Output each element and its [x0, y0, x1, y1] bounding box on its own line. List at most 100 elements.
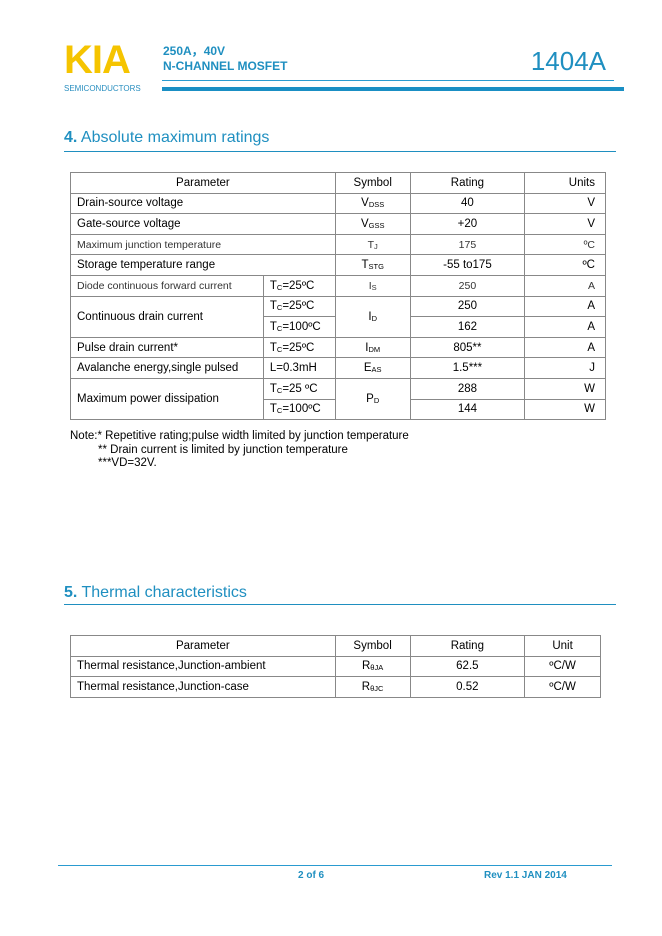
rating-cell: 288	[409, 377, 526, 400]
section5-heading: 5. Thermal characteristics	[64, 584, 247, 601]
header-cell: Rating	[409, 635, 526, 657]
abs-max-table: Parameter Symbol Rating Units Drain-source v…	[70, 172, 606, 421]
rating-cell: 144	[409, 398, 526, 421]
param-cell: Thermal resistance,Junction-ambient	[70, 655, 336, 678]
header-rating: Rating	[409, 172, 526, 194]
symbol-cell: TSTG	[334, 254, 411, 276]
unit-cell: A	[524, 316, 606, 338]
note-2: ** Drain current is limited by junction …	[98, 443, 348, 456]
condition-cell: TC=100ºC	[262, 316, 336, 338]
param-cell: Gate-source voltage	[70, 213, 336, 235]
table-row: Thermal resistance,Junction-case RθJC 0.52…	[70, 676, 601, 698]
section4-divider	[64, 151, 616, 152]
symbol-cell: RθJA	[334, 655, 411, 678]
rating-cell: 162	[409, 316, 526, 338]
condition-cell: L=0.3mH	[262, 357, 336, 379]
condition-cell: TC=25ºC	[262, 336, 336, 359]
unit-cell: A	[524, 295, 606, 318]
footer-divider	[58, 865, 612, 866]
param-cell: Storage temperature range	[70, 254, 336, 276]
unit-cell: V	[524, 192, 606, 215]
rating-cell: 250	[409, 274, 526, 297]
table-row: Maximum power dissipation TC=25 ºC PD 288 W	[70, 377, 606, 421]
table-row: Gate-source voltage VGSS +20 V	[70, 213, 606, 235]
section4-heading: 4. Absolute maximum ratings	[64, 129, 270, 146]
header-cell: Unit	[524, 635, 601, 657]
unit-cell: W	[524, 398, 606, 421]
rating-cell: 0.52	[409, 676, 526, 698]
condition-cell: TC=100ºC	[262, 398, 336, 421]
rating-cell: 250	[409, 295, 526, 318]
unit-cell: J	[524, 357, 606, 379]
header-divider-thin	[162, 80, 614, 81]
symbol-cell: RθJC	[334, 676, 411, 698]
condition-cell: TC=25ºC	[262, 295, 336, 318]
param-cell: Diode continuous forward current	[70, 274, 264, 297]
rating-cell: 40	[409, 192, 526, 215]
param-cell: Thermal resistance,Junction-case	[70, 676, 336, 698]
table-row: Thermal resistance,Junction-ambient RθJA 6…	[70, 655, 601, 678]
rating-cell: 175	[409, 233, 526, 256]
table-row: TC=100ºC 162 A	[71, 316, 606, 338]
rating-cell: 805**	[409, 336, 526, 359]
note-3: ***VD=32V.	[98, 457, 157, 469]
note-1: Note:* Repetitive rating;pulse width lim…	[70, 430, 409, 442]
logo-subtitle: SEMICONDUCTORS	[64, 84, 141, 93]
table-row: TC=100ºC 144 W	[71, 398, 606, 421]
unit-cell: ºC/W	[524, 655, 601, 678]
param-cell: Drain-source voltage	[70, 192, 336, 215]
table-row: Continuous drain current TC=25ºC ID 250 A	[70, 295, 606, 338]
param-cell: Maximum junction temperature	[70, 233, 336, 256]
page-number: 2 of 6	[298, 870, 325, 881]
unit-cell: A	[524, 274, 606, 297]
symbol-cell: TJ	[334, 233, 411, 256]
kia-logo: KIA	[64, 38, 131, 82]
header-divider-thick	[162, 87, 624, 91]
table-row: Drain-source voltage VDSS 40 V	[70, 192, 606, 215]
table-row: Diode continuous forward current TC=25ºC I…	[70, 274, 606, 297]
rating-cell: 1.5***	[409, 357, 526, 379]
header-units: Units	[524, 172, 606, 194]
section5-divider	[64, 604, 616, 605]
param-cell: Pulse drain current*	[70, 336, 264, 359]
product-spec: 250A，40V N-CHANNEL MOSFET	[163, 44, 287, 74]
header-cell: Symbol	[334, 635, 411, 657]
param-cell: Avalanche energy,single pulsed	[70, 357, 264, 379]
unit-cell: V	[524, 213, 606, 235]
header-cell: Parameter	[70, 635, 336, 657]
revision: Rev 1.1 JAN 2014	[484, 870, 567, 881]
header-symbol: Symbol	[334, 172, 411, 194]
unit-cell: ºC/W	[524, 676, 601, 698]
spec-line2: N-CHANNEL MOSFET	[163, 59, 288, 73]
part-number: 1404A	[530, 46, 606, 76]
symbol-cell: VGSS	[334, 213, 411, 235]
table-row: Pulse drain current* TC=25ºC IDM 805** A	[70, 336, 606, 359]
condition-cell: TC=25 ºC	[262, 377, 336, 400]
table-row: Avalanche energy,single pulsed L=0.3mH EAS…	[70, 357, 606, 379]
symbol-cell: IS	[334, 274, 411, 297]
symbol-cell: IDM	[334, 336, 411, 359]
param-cell: Continuous drain current	[70, 295, 264, 338]
symbol-cell: EAS	[334, 357, 411, 379]
symbol-cell: VDSS	[334, 192, 411, 215]
param-cell: Maximum power dissipation	[70, 377, 264, 421]
table-row: Storage temperature range TSTG -55 to175 ºC	[70, 254, 606, 276]
rating-cell: -55 to175	[409, 254, 526, 276]
table-row: Maximum junction temperature TJ 175 ºC	[70, 233, 606, 256]
symbol-cell: ID	[334, 295, 411, 338]
rating-cell: 62.5	[409, 655, 526, 678]
condition-cell: TC=25ºC	[262, 274, 336, 297]
unit-cell: ºC	[524, 233, 606, 256]
thermal-table: Parameter Symbol Rating Unit Thermal resista…	[70, 635, 601, 698]
symbol-cell: PD	[334, 377, 411, 421]
unit-cell: W	[524, 377, 606, 400]
unit-cell: ºC	[524, 254, 606, 276]
spec-line1: 250A，40V	[163, 44, 226, 58]
rating-cell: +20	[409, 213, 526, 235]
table-header-row: Parameter Symbol Rating Units	[70, 172, 606, 194]
unit-cell: A	[524, 336, 606, 359]
table-header-row: Parameter Symbol Rating Unit	[70, 635, 601, 657]
header-parameter: Parameter	[70, 172, 336, 194]
notes: Note:* Repetitive rating;pulse width lim…	[70, 430, 409, 471]
